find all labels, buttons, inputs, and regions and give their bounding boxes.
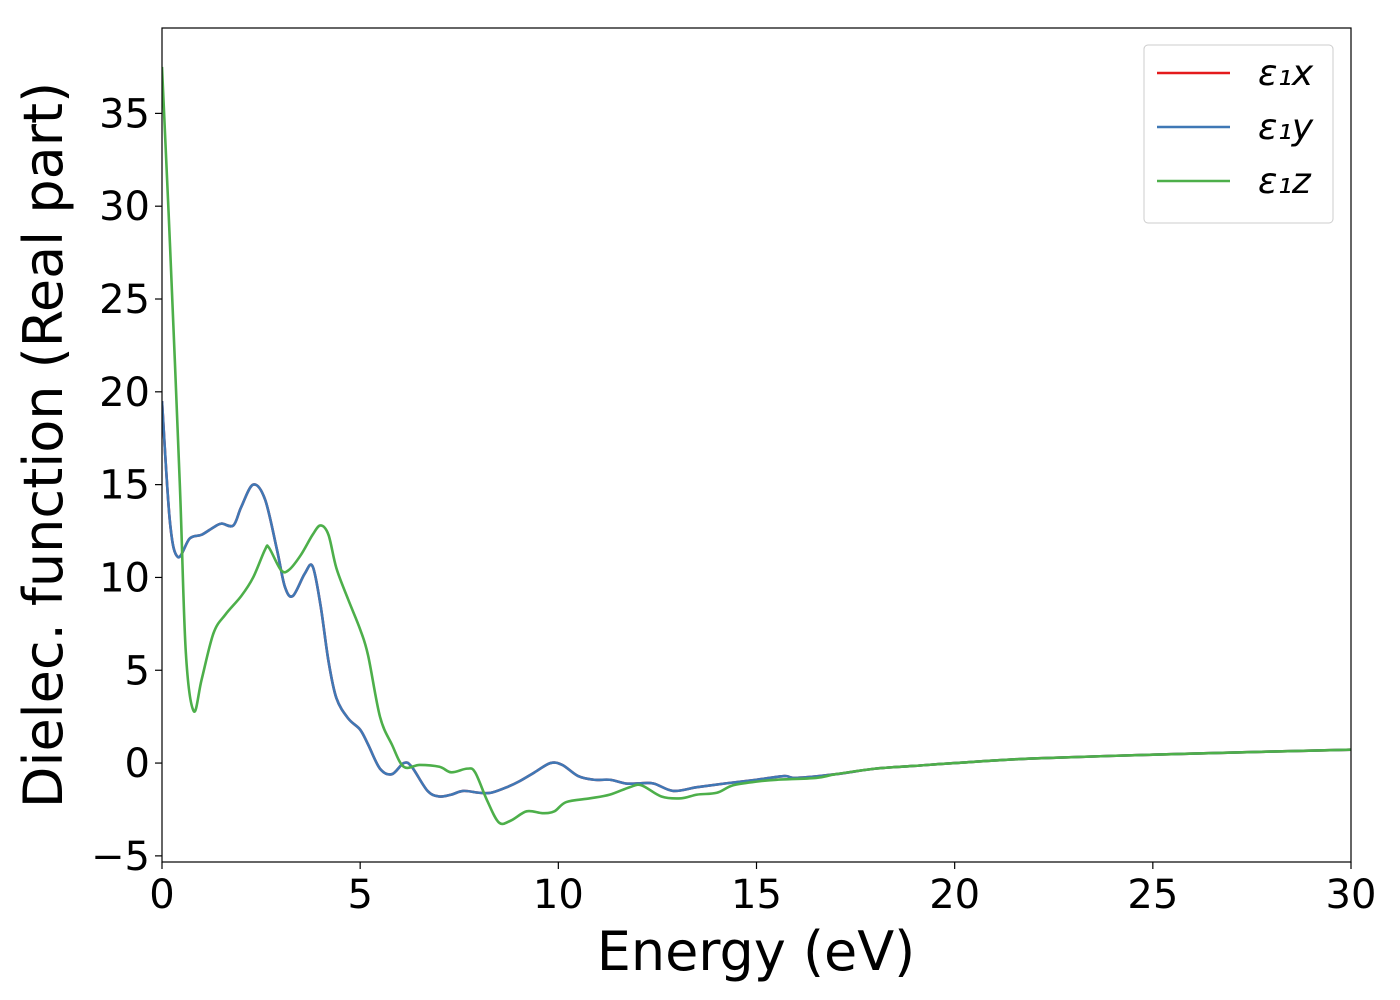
x-axis-label: Energy (eV): [597, 920, 916, 983]
legend-box: [1143, 44, 1334, 224]
series-line: [162, 401, 1351, 798]
y-tick-label: 35: [99, 91, 150, 137]
y-tick-label: 25: [99, 277, 150, 323]
legend-label: ε₁z: [1258, 161, 1312, 202]
x-tick-label: 10: [533, 872, 584, 918]
series-line: [162, 401, 1351, 798]
y-tick-label: −5: [91, 834, 150, 880]
y-axis-label: Dielec. function (Real part): [12, 82, 75, 808]
series-line: [162, 66, 1351, 826]
y-tick-label: 5: [125, 648, 150, 694]
legend: ε₁x ε₁y ε₁z: [1143, 44, 1334, 224]
y-tick-label: 10: [99, 555, 150, 601]
y-tick-label: 15: [99, 463, 150, 509]
x-tick-label: 5: [347, 872, 372, 918]
x-tick-label: 30: [1326, 872, 1377, 918]
x-tick-label: 20: [929, 872, 980, 918]
legend-label: ε₁x: [1258, 53, 1314, 94]
y-tick-label: 0: [125, 741, 150, 787]
x-tick-label: 25: [1127, 872, 1178, 918]
y-tick-label: 20: [99, 370, 150, 416]
plot-lines: [162, 66, 1351, 826]
x-tick-label: 0: [149, 872, 174, 918]
x-tick-label: 15: [731, 872, 782, 918]
legend-label: ε₁y: [1258, 107, 1314, 148]
y-tick-label: 30: [99, 184, 150, 230]
